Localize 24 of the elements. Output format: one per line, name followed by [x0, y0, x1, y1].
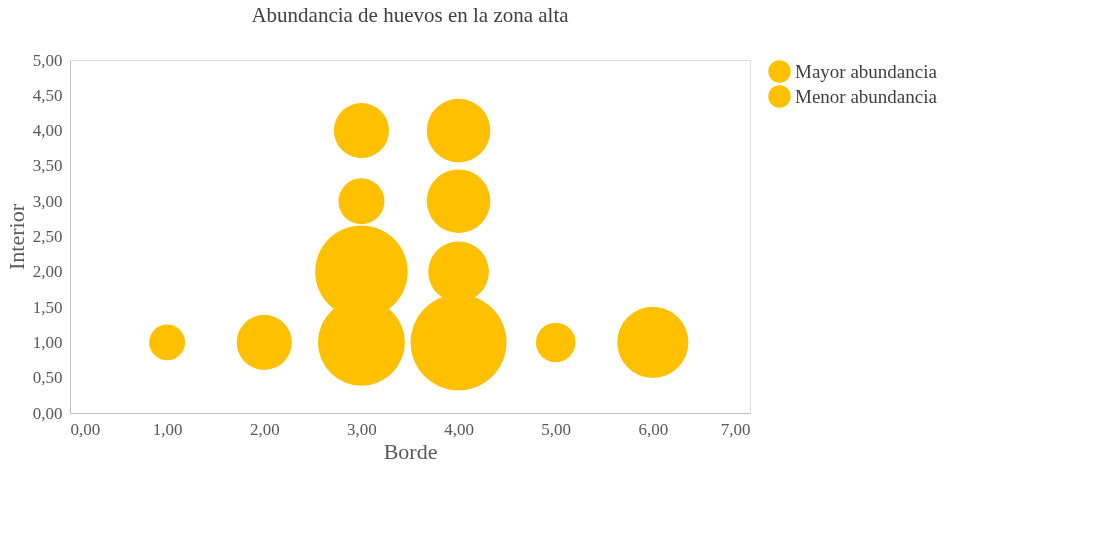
y-tick-label: 1,00 [32, 332, 63, 352]
y-axis-title: Interior [3, 203, 29, 270]
x-tick-label: 4,00 [444, 419, 474, 439]
y-tick-label: 5,00 [32, 50, 63, 70]
x-tick-label: 5,00 [541, 419, 572, 439]
x-tick-label: 6,00 [638, 419, 669, 439]
legend-label: Mayor abundancia [795, 60, 938, 82]
x-tick-label: 2,00 [249, 419, 280, 439]
y-tick-label: 0,00 [32, 403, 63, 423]
legend-label: Menor abundancia [795, 85, 938, 107]
y-tick-label: 2,50 [32, 227, 63, 246]
y-tick-label: 3,50 [32, 156, 63, 176]
chart-title: Abundancia de huevos en la zona alta [251, 3, 570, 27]
x-axis-title: Borde [383, 438, 438, 464]
x-tick-label: 3,00 [347, 419, 377, 439]
y-tick-label: 4,00 [32, 121, 63, 141]
y-tick-label: 2,00 [32, 262, 63, 282]
x-tick-label: 1,00 [152, 419, 183, 439]
y-tick-label: 0,50 [32, 368, 63, 388]
x-tick-label: 0,00 [70, 419, 101, 439]
y-tick-label: 1,50 [32, 297, 63, 317]
y-tick-label: 3,00 [32, 191, 63, 211]
y-tick-label: 4,50 [32, 85, 63, 105]
x-tick-label: 7,00 [720, 419, 751, 439]
